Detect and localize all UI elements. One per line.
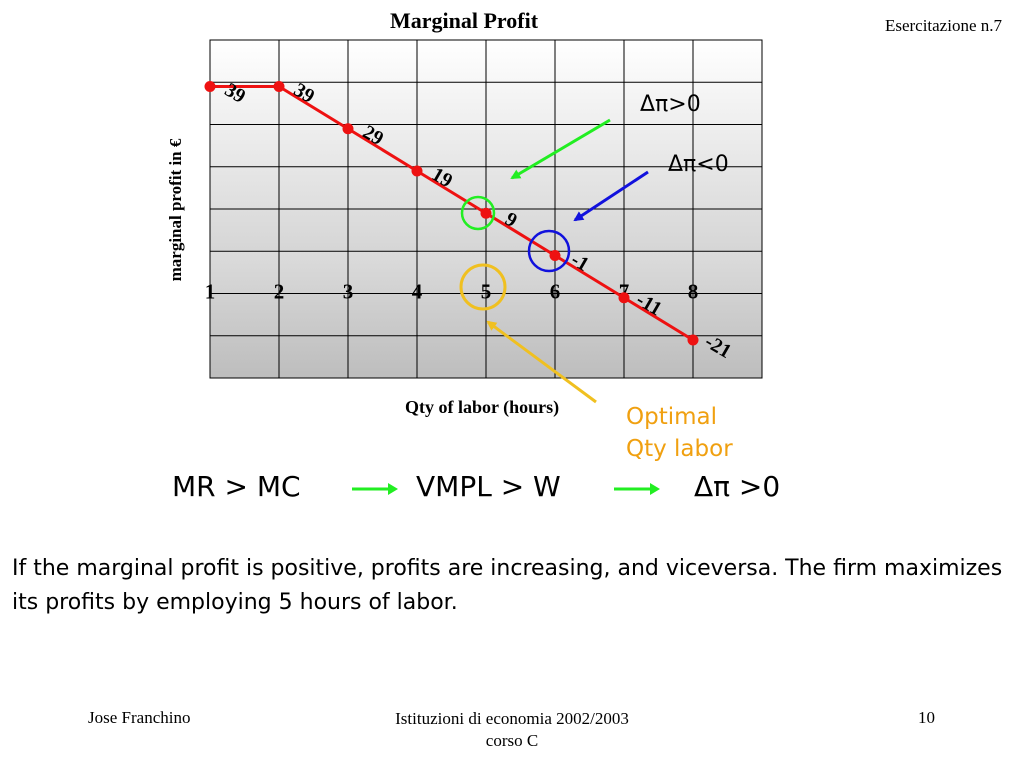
plot-frame (209, 39, 763, 379)
blue-arrow (573, 170, 649, 222)
optimal-qty-circle (459, 263, 507, 311)
footer-author: Jose Franchino (88, 708, 191, 727)
gold-arrow (486, 320, 597, 404)
footer-course: Istituzioni di economia 2002/2003 corso … (395, 708, 629, 752)
arrow-right-icon (614, 483, 660, 495)
x-tick-label: 7 (619, 279, 630, 303)
arrow-right-icon (352, 483, 398, 495)
footer-page-number: 10 (918, 708, 935, 727)
rule-mr-mc: MR > MC (172, 470, 301, 503)
optimal-qty-label: Optimal Qty labor (626, 401, 733, 465)
footer-course-line1: Istituzioni di economia 2002/2003 (395, 709, 629, 728)
delta-positive-label: Δπ>0 (640, 92, 701, 117)
x-tick-labels: 1 2 3 4 5 6 7 8 (205, 279, 699, 303)
x-tick-label: 2 (274, 279, 285, 303)
x-tick-label: 8 (688, 279, 699, 303)
green-arrow (510, 118, 611, 180)
optimal-line2: Qty labor (626, 436, 733, 462)
delta-negative-label: Δπ<0 (668, 152, 729, 177)
data-point (273, 80, 285, 92)
data-point (204, 80, 216, 92)
positive-region-circle (460, 195, 496, 231)
data-point (618, 292, 630, 304)
gridlines (210, 40, 762, 378)
data-point (687, 334, 699, 346)
explanation-text: If the marginal profit is positive, prof… (12, 556, 1003, 615)
negative-region-circle (527, 229, 571, 273)
x-tick-label: 5 (481, 279, 492, 303)
footer-course-line2: corso C (485, 731, 539, 750)
x-tick-label: 3 (343, 279, 354, 303)
data-point (480, 207, 492, 219)
x-tick-label: 6 (550, 279, 561, 303)
marginal-profit-line (210, 84, 694, 342)
data-point (549, 249, 561, 261)
x-axis-label: Qty of labor (hours) (405, 397, 560, 417)
exercise-label: Esercitazione n.7 (884, 16, 1002, 35)
rule-vmpl-w: VMPL > W (416, 470, 561, 503)
rule-delta-pi: Δπ >0 (694, 470, 781, 503)
data-point (411, 165, 423, 177)
data-point (342, 123, 354, 135)
optimal-line1: Optimal (626, 404, 718, 430)
data-points (204, 80, 699, 346)
x-tick-label: 1 (205, 279, 216, 303)
chart-title: Marginal Profit (390, 8, 539, 33)
x-tick-label: 4 (412, 279, 423, 303)
y-axis-label: marginal profit in € (166, 138, 185, 282)
